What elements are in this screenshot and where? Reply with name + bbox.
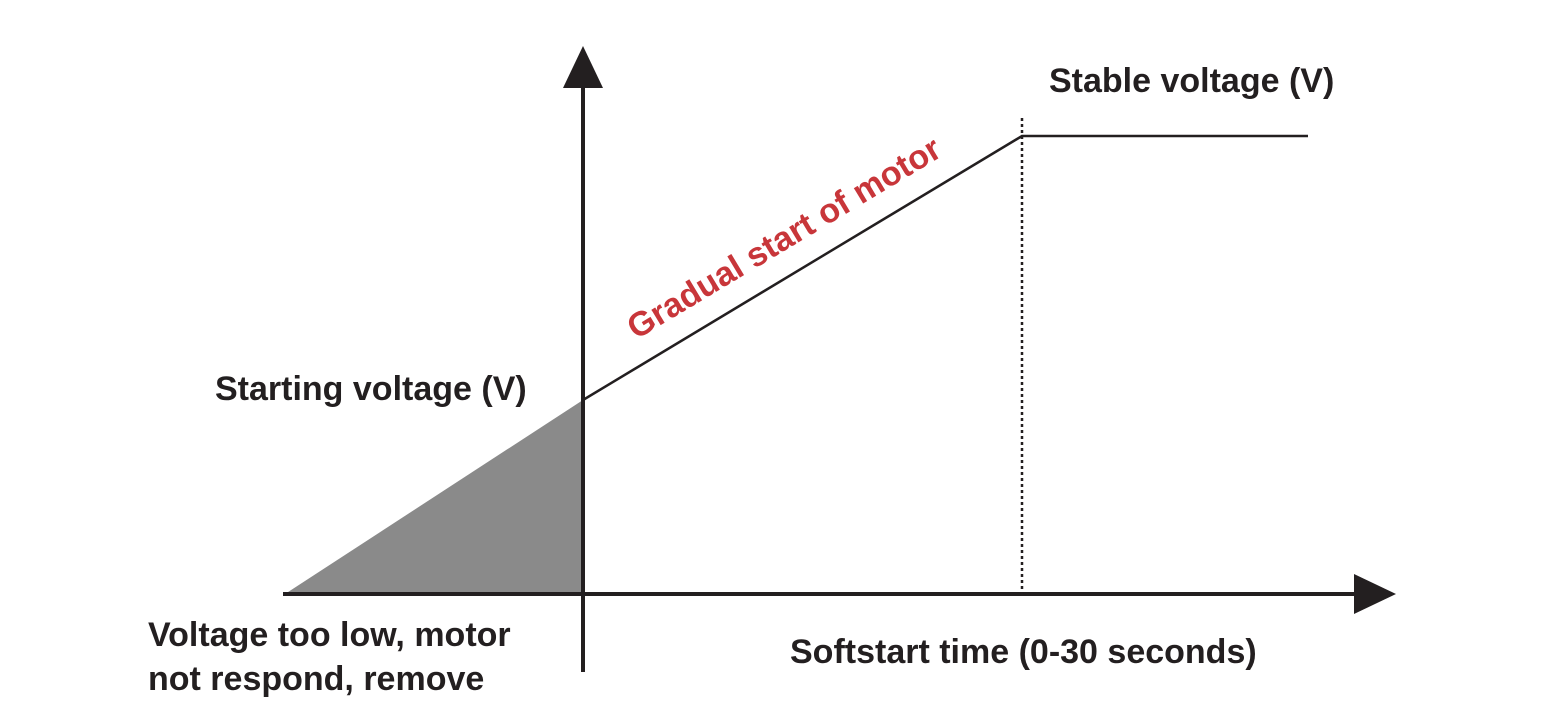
- ramp-label: Gradual start of motor: [621, 129, 948, 346]
- x-axis-arrow: [1354, 574, 1396, 614]
- x-axis-label: Softstart time (0-30 seconds): [790, 633, 1257, 671]
- low-voltage-region: [285, 400, 583, 594]
- too-low-label-line: not respond, remove: [148, 660, 484, 698]
- y-axis-arrow: [563, 46, 603, 88]
- stable-voltage-label: Stable voltage (V): [1049, 62, 1334, 100]
- starting-voltage-label: Starting voltage (V): [215, 370, 527, 408]
- voltage-curve: [582, 134, 1308, 402]
- too-low-label-line: Voltage too low, motor: [148, 616, 511, 654]
